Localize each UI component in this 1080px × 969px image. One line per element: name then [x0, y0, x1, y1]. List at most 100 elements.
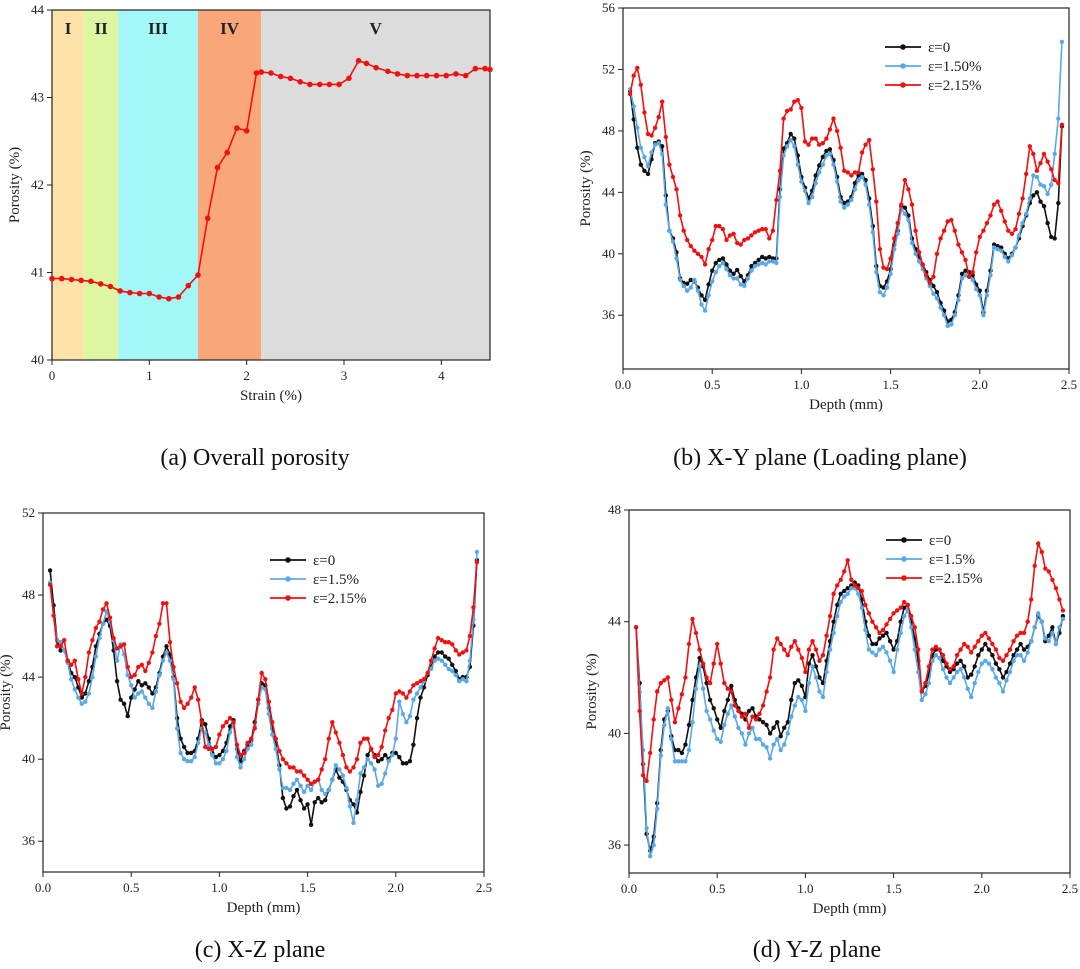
data-point [397, 754, 402, 760]
data-point [842, 594, 847, 599]
data-point [462, 72, 469, 79]
data-point [683, 759, 688, 764]
data-point [993, 661, 999, 666]
data-point [1049, 234, 1054, 240]
data-point [686, 641, 692, 647]
data-point [724, 262, 729, 267]
data-point [681, 283, 686, 289]
data-point [268, 70, 274, 76]
data-point [764, 745, 769, 750]
data-point [1025, 650, 1030, 655]
data-point [316, 81, 323, 88]
data-point [433, 72, 440, 79]
stage-label-0: I [65, 19, 72, 38]
data-point [178, 750, 183, 756]
data-point [298, 798, 303, 803]
data-point [817, 142, 822, 147]
y-tick-label: 43 [31, 90, 44, 105]
legend-label: ε=0 [929, 533, 951, 549]
data-point [866, 611, 872, 616]
data-point [1052, 236, 1057, 241]
x-tick-label: 1.0 [211, 880, 227, 895]
data-point [464, 679, 469, 684]
data-point [852, 180, 858, 186]
data-point [319, 787, 324, 793]
data-point [916, 250, 922, 255]
data-point [731, 271, 736, 276]
data-point [824, 148, 829, 154]
data-point [997, 680, 1002, 686]
data-point [891, 611, 896, 616]
data-point [763, 227, 768, 232]
data-point [962, 664, 967, 669]
data-point [688, 277, 693, 283]
data-point [831, 591, 836, 596]
legend: ε=0 ε=1.50% ε=2.15% [885, 40, 982, 94]
data-point [700, 686, 706, 691]
panel-caption: (d) Y-Z plane [753, 937, 881, 963]
data-point [1002, 254, 1007, 260]
data-point [898, 619, 903, 624]
data-point [365, 752, 370, 758]
data-point [453, 648, 458, 653]
data-point [764, 689, 769, 694]
data-point [185, 759, 190, 764]
data-point [717, 223, 722, 229]
data-point [972, 664, 977, 669]
data-point [849, 586, 854, 591]
data-point [880, 627, 886, 633]
data-point [732, 703, 737, 708]
data-point [649, 150, 654, 155]
data-point [784, 108, 790, 114]
data-point [457, 652, 462, 657]
legend-marker [285, 576, 291, 582]
data-point [715, 641, 720, 647]
data-point [1031, 151, 1036, 157]
data-point [679, 692, 685, 697]
data-point [129, 674, 134, 680]
data-point [421, 677, 427, 682]
data-point [720, 256, 726, 261]
data-point [746, 731, 752, 736]
data-point [859, 605, 864, 610]
data-point [385, 68, 391, 75]
data-point [213, 761, 219, 766]
data-point [326, 81, 333, 88]
data-point [866, 633, 872, 638]
data-point [467, 658, 473, 663]
data-point [727, 233, 733, 238]
data-point [224, 149, 230, 156]
data-point [1038, 161, 1043, 166]
data-point [421, 685, 427, 690]
data-point [951, 675, 956, 680]
data-point [351, 820, 356, 825]
data-point [813, 675, 819, 680]
data-point [1006, 228, 1011, 233]
data-point [940, 667, 946, 672]
data-point [638, 162, 643, 167]
data-point [799, 179, 804, 184]
data-point [760, 703, 766, 708]
data-point [344, 785, 349, 791]
data-point [287, 804, 293, 809]
data-point [72, 674, 78, 680]
data-point [203, 744, 208, 750]
data-point [842, 168, 847, 173]
data-point [189, 759, 194, 764]
data-point [658, 680, 663, 686]
x-tick-label: 0.0 [615, 377, 631, 392]
data-point [1007, 661, 1013, 666]
data-point [667, 228, 672, 233]
data-point [902, 211, 908, 216]
data-point [146, 660, 151, 665]
data-point [361, 765, 367, 770]
data-point [997, 667, 1002, 672]
data-point [986, 661, 992, 666]
data-point [810, 664, 815, 669]
data-point [884, 266, 890, 272]
data-point [351, 802, 356, 807]
data-point [243, 128, 250, 134]
data-point [414, 72, 420, 79]
data-point [905, 602, 910, 608]
data-point [813, 664, 819, 669]
